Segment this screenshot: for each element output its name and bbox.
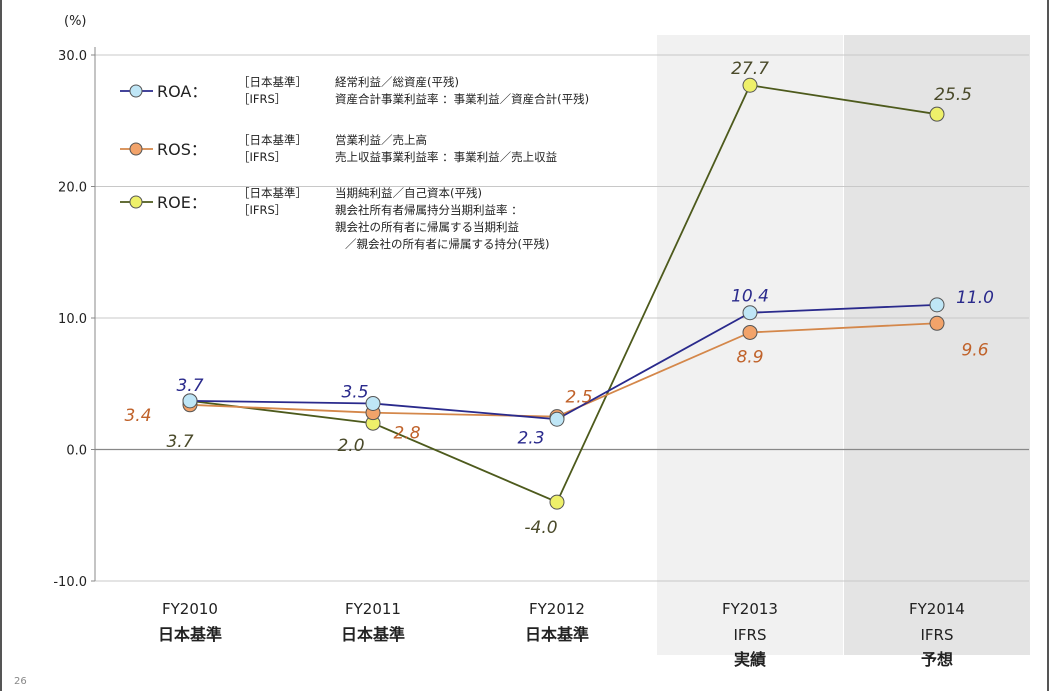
legend-def-text: ／親会社の所有者に帰属する持分(平残) bbox=[345, 237, 549, 251]
data-labels: 3.7 3.5 2.3 10.4 11.0 3.4 2.8 2.5 8.9 9.6 3.7 2.0 -4… bbox=[124, 59, 993, 538]
marker-roa bbox=[549, 411, 565, 427]
forecast-shading bbox=[657, 35, 1030, 655]
legend-def-tag: ［IFRS］ bbox=[238, 150, 286, 164]
legend-marker-ros bbox=[129, 142, 143, 156]
legend-marker-roa bbox=[129, 84, 143, 98]
legend-def-text: 営業利益／売上高 bbox=[335, 133, 427, 147]
y-tick-label: 0.0 bbox=[66, 444, 87, 459]
x-category-sublabel: IFRS bbox=[734, 626, 767, 644]
y-tick-label: -10.0 bbox=[53, 575, 87, 590]
shaded-column-fy2014 bbox=[844, 35, 1030, 655]
legend-def-text: 当期純利益／自己資本(平残) bbox=[335, 186, 482, 200]
x-category-sublabel: 予想 bbox=[921, 650, 953, 669]
marker-ros bbox=[929, 315, 945, 331]
y-tick-label: 20.0 bbox=[58, 181, 87, 196]
data-label-ros: 9.6 bbox=[961, 340, 988, 360]
marker-ros bbox=[742, 324, 758, 340]
marker-roe bbox=[929, 106, 945, 122]
data-label-roa: 3.7 bbox=[176, 376, 203, 396]
legend-def-tag: ［日本基準］ bbox=[238, 75, 307, 89]
data-label-roe: 3.7 bbox=[166, 432, 193, 452]
x-category-sublabel: 実績 bbox=[734, 650, 766, 669]
x-category-sublabel: 日本基準 bbox=[525, 625, 589, 644]
legend-name-roe: ROE： bbox=[157, 193, 207, 212]
legend-def-text: 売上収益事業利益率 ：事業利益／売上収益 bbox=[335, 150, 557, 164]
legend-def-tag: ［日本基準］ bbox=[238, 186, 307, 200]
marker-roa bbox=[929, 297, 945, 313]
legend-marker-roe bbox=[129, 195, 143, 209]
data-label-roa: 11.0 bbox=[956, 288, 994, 308]
legend-def-text: 親会社の所有者に帰属する当期利益 bbox=[335, 220, 519, 234]
legend-def-tag: ［IFRS］ bbox=[238, 203, 286, 217]
x-category-label: FY2012 bbox=[529, 600, 585, 618]
data-label-roa: 2.3 bbox=[517, 428, 544, 448]
data-label-roe: 25.5 bbox=[934, 85, 972, 105]
y-tick-label: 10.0 bbox=[58, 312, 87, 327]
legend-def-text: 親会社所有者帰属持分当期利益率 ： bbox=[335, 203, 523, 217]
marker-roa bbox=[182, 393, 198, 409]
x-category-sublabel: IFRS bbox=[921, 626, 954, 644]
x-category-label: FY2013 bbox=[722, 600, 778, 618]
legend-def-tag: ［IFRS］ bbox=[238, 92, 286, 106]
data-label-roa: 10.4 bbox=[731, 287, 769, 307]
legend: ROA： ［日本基準］ 経常利益／総資産(平残) ［IFRS］ 資産合計事業利益率 ：事… bbox=[120, 75, 589, 251]
x-category-label: FY2014 bbox=[909, 600, 965, 618]
page-number: 26 bbox=[14, 676, 27, 687]
gridlines bbox=[95, 54, 1029, 582]
axes: 30.0 20.0 10.0 0.0 -10.0 FY2010 日本基準 FY2011 日本基準… bbox=[53, 47, 965, 669]
marker-roe bbox=[742, 77, 758, 93]
marker-roe bbox=[549, 494, 565, 510]
legend-def-text: 資産合計事業利益率 ：事業利益／資産合計(平残) bbox=[335, 92, 589, 106]
data-label-roe: 2.0 bbox=[337, 436, 364, 456]
legend-def-text: 経常利益／総資産(平残) bbox=[335, 75, 459, 89]
y-unit-label: (%) bbox=[64, 14, 87, 29]
x-category-label: FY2010 bbox=[162, 600, 218, 618]
x-category-label: FY2011 bbox=[345, 600, 401, 618]
x-category-sublabel: 日本基準 bbox=[341, 625, 405, 644]
series-markers bbox=[182, 77, 945, 510]
legend-def-tag: ［日本基準］ bbox=[238, 133, 307, 147]
y-tick-label: 30.0 bbox=[58, 49, 87, 64]
data-label-ros: 8.9 bbox=[736, 347, 763, 367]
legend-name-ros: ROS： bbox=[157, 140, 207, 159]
data-label-roe: -4.0 bbox=[524, 518, 557, 538]
data-label-roa: 3.5 bbox=[341, 382, 368, 402]
legend-name-roa: ROA： bbox=[157, 82, 207, 101]
marker-roa bbox=[365, 395, 381, 411]
x-category-sublabel: 日本基準 bbox=[158, 625, 222, 644]
shaded-column-fy2013 bbox=[657, 35, 843, 655]
data-label-ros: 2.5 bbox=[565, 388, 592, 408]
data-label-roe: 27.7 bbox=[731, 59, 769, 79]
marker-roa bbox=[742, 305, 758, 321]
data-label-ros: 3.4 bbox=[124, 406, 151, 426]
data-label-ros: 2.8 bbox=[393, 424, 420, 444]
